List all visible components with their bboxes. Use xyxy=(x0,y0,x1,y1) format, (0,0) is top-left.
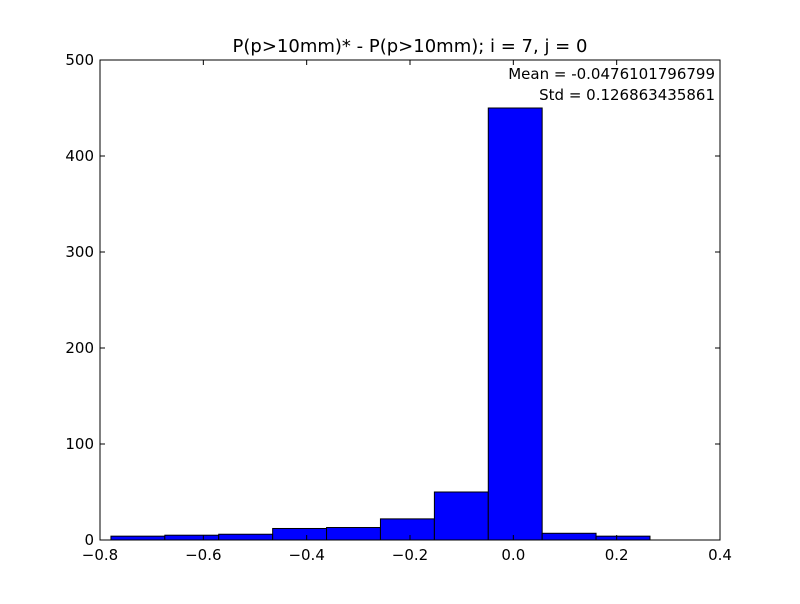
y-tick-label-6: 500 xyxy=(65,51,94,69)
y-tick-label-3: 200 xyxy=(65,339,94,357)
histogram-bar-10 xyxy=(595,535,651,541)
x-tick-label-3: −0.4 xyxy=(288,546,324,564)
bars-layer xyxy=(110,107,651,541)
histogram-bar-7 xyxy=(433,491,489,541)
x-tick-label-1: −0.8 xyxy=(82,546,118,564)
histogram-bar-6 xyxy=(379,518,435,541)
histogram-bar-1 xyxy=(110,535,166,541)
histogram-bar-4 xyxy=(272,527,328,541)
chart-title: P(p>10mm)* - P(p>10mm); i = 7, j = 0 xyxy=(233,36,588,57)
y-tick-label-1: 0 xyxy=(84,531,94,549)
x-tick-label-2: −0.6 xyxy=(185,546,221,564)
y-tick-label-2: 100 xyxy=(65,435,94,453)
x-tick-label-7: 0.4 xyxy=(708,546,732,564)
histogram-bar-9 xyxy=(541,532,597,541)
axis-ticks: −0.8 −0.6 −0.4 −0.2 0.0 0.2 0.4 0 100 200 300 400 50… xyxy=(65,51,732,564)
histogram-bar-8 xyxy=(487,107,543,541)
histogram-bar-5 xyxy=(326,527,381,541)
histogram-bar-3 xyxy=(218,533,274,541)
x-tick-label-4: −0.2 xyxy=(392,546,428,564)
plot-frame xyxy=(99,59,721,541)
std-annotation: Std = 0.126863435861 xyxy=(539,86,715,104)
mean-annotation: Mean = -0.0476101796799 xyxy=(508,65,715,83)
y-tick-label-4: 300 xyxy=(65,243,94,261)
histogram-bar-2 xyxy=(164,534,220,541)
x-tick-label-5: 0.0 xyxy=(501,546,525,564)
y-tick-label-5: 400 xyxy=(65,147,94,165)
x-tick-label-6: 0.2 xyxy=(605,546,629,564)
